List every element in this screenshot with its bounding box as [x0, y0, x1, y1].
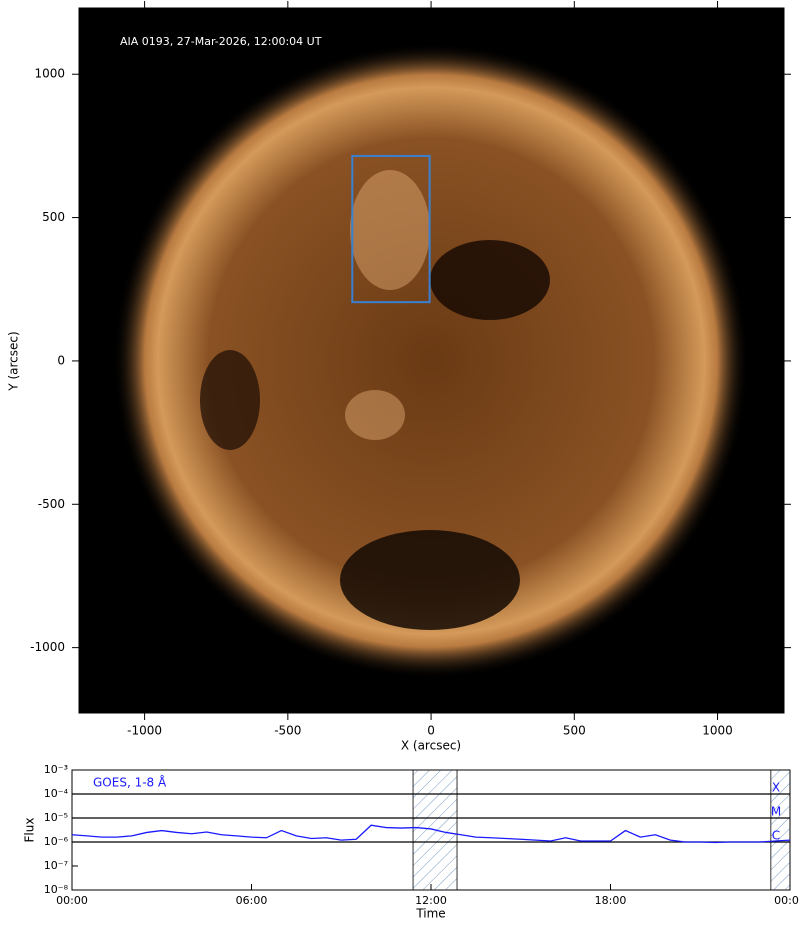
- y-tick-label: 10⁻⁵: [44, 811, 68, 824]
- coronal-hole: [340, 530, 520, 630]
- y-tick-label: 0: [57, 353, 65, 367]
- x-tick-label: 500: [563, 724, 586, 738]
- x-tick-label: -500: [274, 724, 301, 738]
- y-tick-label: 10⁻⁷: [44, 859, 68, 872]
- x-axis-label: Time: [415, 907, 445, 921]
- x-tick-label: 0: [427, 724, 435, 738]
- active-region: [345, 390, 405, 440]
- region-box: [351, 154, 431, 304]
- legend-label: GOES, 1-8 Å: [93, 775, 167, 790]
- y-tick-label: 10⁻³: [44, 763, 68, 776]
- coronal-hole: [430, 240, 550, 320]
- class-label: C: [772, 829, 780, 843]
- y-tick-label: 10⁻⁴: [44, 787, 69, 800]
- class-label: X: [772, 781, 780, 795]
- x-tick-label: -1000: [127, 724, 162, 738]
- shaded-interval: [770, 769, 791, 891]
- y-tick-label: 10⁻⁶: [44, 835, 69, 848]
- x-tick-label: 06:00: [236, 894, 268, 907]
- flux-line: [71, 824, 791, 844]
- x-tick-label: 12:00: [415, 894, 447, 907]
- x-tick-label: 1000: [702, 724, 733, 738]
- y-tick-label: 1000: [34, 67, 65, 81]
- y-axis-label: Flux: [23, 818, 37, 843]
- active-region: [350, 170, 430, 290]
- x-tick-label: 00:00: [56, 894, 88, 907]
- y-tick-label: 10⁻⁸: [44, 883, 69, 896]
- y-axis-label: Y (arcsec): [7, 331, 21, 391]
- solar-disk: [113, 43, 749, 679]
- x-tick-label: 18:00: [595, 894, 627, 907]
- y-tick-label: 500: [42, 210, 65, 224]
- image-title: AIA 0193, 27-Mar-2026, 12:00:04 UT: [120, 35, 322, 48]
- y-tick-label: -500: [38, 497, 65, 511]
- y-tick-label: -1000: [30, 640, 65, 654]
- x-axis-label: X (arcsec): [401, 739, 461, 753]
- x-tick-label: 00:00: [774, 894, 799, 907]
- coronal-hole: [200, 350, 260, 450]
- class-label: M: [771, 805, 781, 819]
